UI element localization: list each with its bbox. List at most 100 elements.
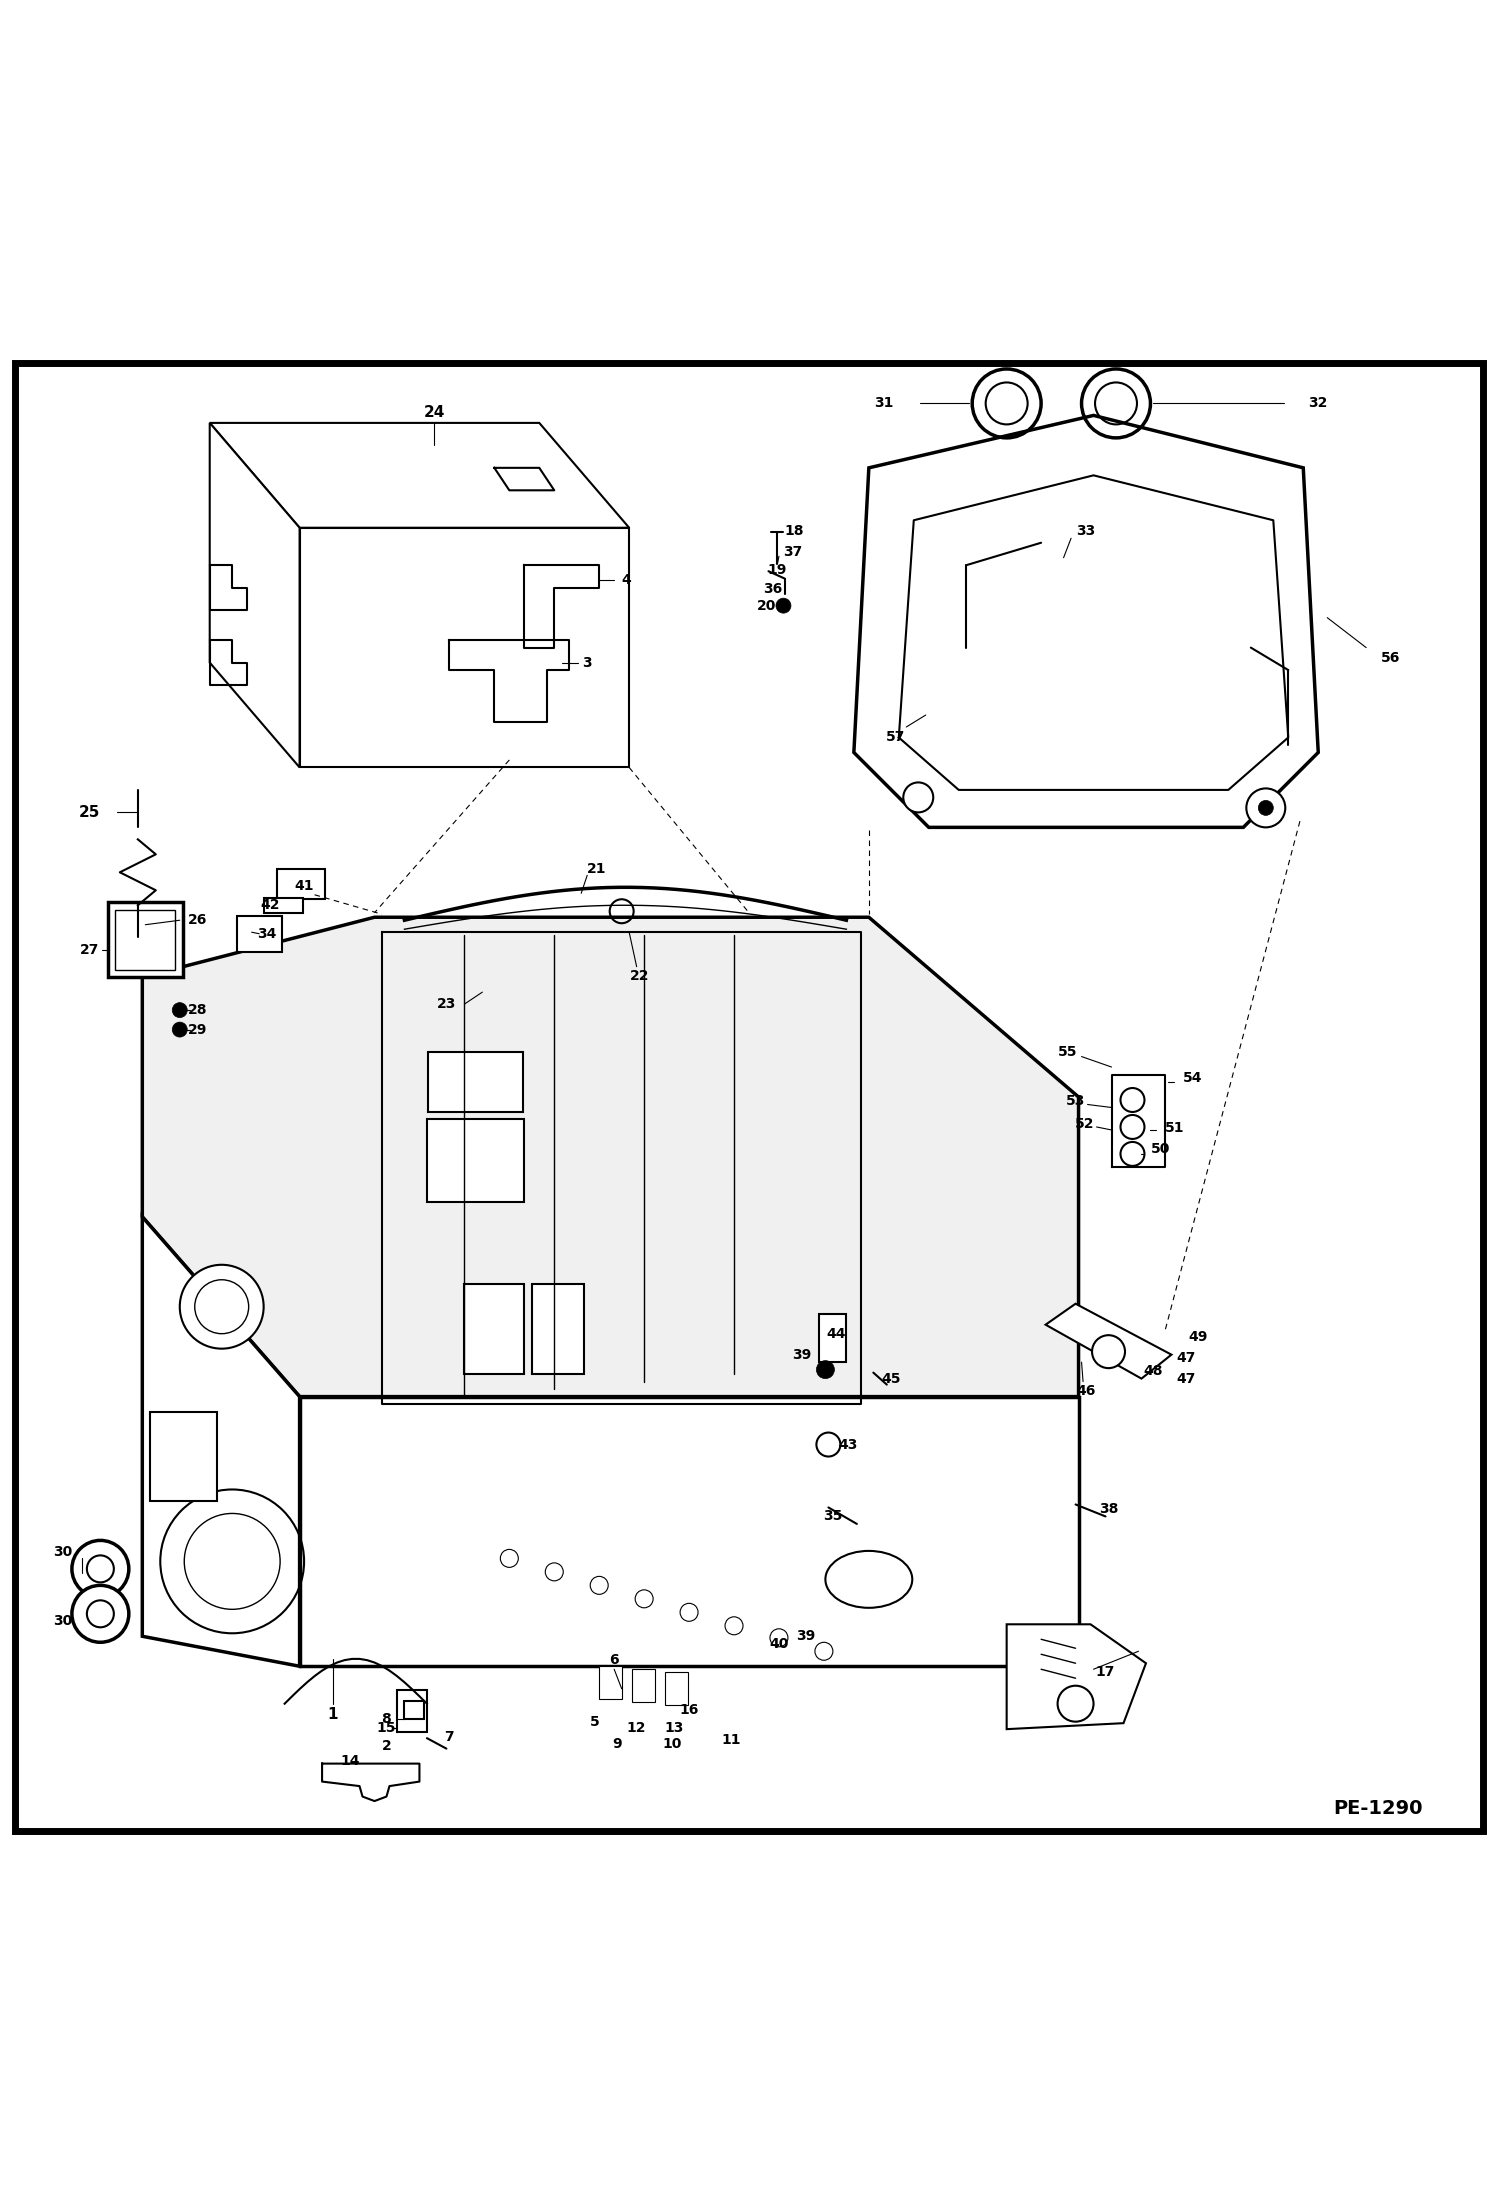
- Circle shape: [1092, 1336, 1125, 1369]
- Circle shape: [87, 1556, 114, 1582]
- Text: 52: 52: [1074, 1117, 1095, 1130]
- Text: 14: 14: [340, 1753, 361, 1768]
- Text: 18: 18: [783, 524, 804, 538]
- Text: 25: 25: [79, 805, 100, 821]
- Circle shape: [816, 1360, 834, 1378]
- Bar: [532, 1283, 584, 1373]
- Bar: [632, 1670, 655, 1703]
- Text: 19: 19: [768, 562, 786, 577]
- Text: 40: 40: [770, 1637, 788, 1650]
- Text: 20: 20: [758, 599, 776, 612]
- Bar: [277, 869, 325, 900]
- Text: 35: 35: [824, 1509, 842, 1523]
- Polygon shape: [300, 1398, 1079, 1665]
- Text: 15: 15: [376, 1720, 397, 1735]
- Circle shape: [500, 1549, 518, 1567]
- Polygon shape: [210, 423, 300, 768]
- Text: 28: 28: [187, 1003, 208, 1018]
- Circle shape: [545, 1562, 563, 1582]
- Text: 36: 36: [764, 581, 782, 597]
- Text: 42: 42: [259, 897, 280, 913]
- Text: 38: 38: [1100, 1503, 1118, 1516]
- Text: 41: 41: [294, 880, 315, 893]
- Text: 30: 30: [54, 1615, 72, 1628]
- Text: 5: 5: [590, 1716, 599, 1729]
- Text: 57: 57: [887, 731, 905, 744]
- Polygon shape: [1007, 1624, 1146, 1729]
- Bar: [819, 1314, 846, 1362]
- Text: 51: 51: [1164, 1121, 1185, 1136]
- Circle shape: [590, 1575, 608, 1595]
- Text: 32: 32: [1309, 397, 1327, 410]
- Circle shape: [1258, 801, 1273, 816]
- Text: 26: 26: [189, 913, 207, 928]
- Circle shape: [87, 1599, 114, 1628]
- Polygon shape: [854, 415, 1318, 827]
- Text: 39: 39: [797, 1630, 815, 1643]
- Bar: [108, 902, 183, 976]
- Text: 6: 6: [610, 1654, 619, 1667]
- Text: 3: 3: [583, 656, 592, 669]
- Circle shape: [725, 1617, 743, 1635]
- Text: 2: 2: [382, 1738, 391, 1753]
- Circle shape: [72, 1586, 129, 1643]
- Text: 45: 45: [881, 1371, 902, 1387]
- Bar: [237, 915, 282, 952]
- Circle shape: [680, 1604, 698, 1621]
- Polygon shape: [210, 423, 629, 529]
- Text: 7: 7: [445, 1729, 454, 1744]
- Text: 23: 23: [437, 996, 455, 1011]
- Circle shape: [195, 1279, 249, 1334]
- Text: 55: 55: [1058, 1044, 1079, 1060]
- Text: 21: 21: [586, 862, 607, 875]
- Bar: [115, 911, 175, 970]
- Text: 29: 29: [189, 1022, 207, 1036]
- Text: 12: 12: [626, 1720, 647, 1735]
- Text: 34: 34: [258, 926, 276, 941]
- Text: 50: 50: [1152, 1143, 1170, 1156]
- Polygon shape: [300, 529, 629, 768]
- Text: 54: 54: [1182, 1071, 1203, 1084]
- Bar: [428, 1053, 523, 1112]
- Text: 1: 1: [327, 1707, 339, 1722]
- Bar: [464, 1283, 524, 1373]
- Text: 8: 8: [382, 1711, 391, 1727]
- Circle shape: [180, 1264, 264, 1349]
- Text: 9: 9: [613, 1738, 622, 1751]
- Text: 56: 56: [1381, 652, 1399, 665]
- Polygon shape: [142, 1218, 300, 1665]
- Text: 27: 27: [81, 943, 99, 957]
- Text: 30: 30: [54, 1545, 72, 1560]
- Text: 33: 33: [1077, 524, 1095, 538]
- Text: 49: 49: [1189, 1330, 1207, 1343]
- Text: 47: 47: [1177, 1371, 1195, 1387]
- Text: 47: 47: [1177, 1352, 1195, 1365]
- Ellipse shape: [825, 1551, 912, 1608]
- Text: 16: 16: [680, 1703, 698, 1716]
- Text: 24: 24: [424, 406, 445, 419]
- Text: 11: 11: [721, 1733, 742, 1746]
- Circle shape: [172, 1022, 187, 1038]
- Circle shape: [903, 783, 933, 812]
- Text: 22: 22: [629, 970, 650, 983]
- Bar: [404, 1700, 424, 1718]
- Text: 17: 17: [1097, 1665, 1115, 1678]
- Text: 46: 46: [1077, 1384, 1095, 1398]
- Circle shape: [1246, 788, 1285, 827]
- Text: 39: 39: [792, 1347, 810, 1362]
- Polygon shape: [142, 917, 1079, 1398]
- Bar: [599, 1665, 622, 1698]
- Circle shape: [635, 1591, 653, 1608]
- Text: 44: 44: [825, 1327, 846, 1341]
- Text: 31: 31: [875, 397, 893, 410]
- Circle shape: [776, 599, 791, 612]
- Text: 13: 13: [665, 1720, 683, 1735]
- Text: 48: 48: [1143, 1365, 1164, 1378]
- Circle shape: [770, 1628, 788, 1648]
- Text: PE-1290: PE-1290: [1333, 1799, 1423, 1819]
- Circle shape: [815, 1643, 833, 1661]
- Circle shape: [72, 1540, 129, 1597]
- Bar: [150, 1411, 217, 1501]
- Text: 37: 37: [783, 544, 801, 559]
- Text: 53: 53: [1067, 1095, 1085, 1108]
